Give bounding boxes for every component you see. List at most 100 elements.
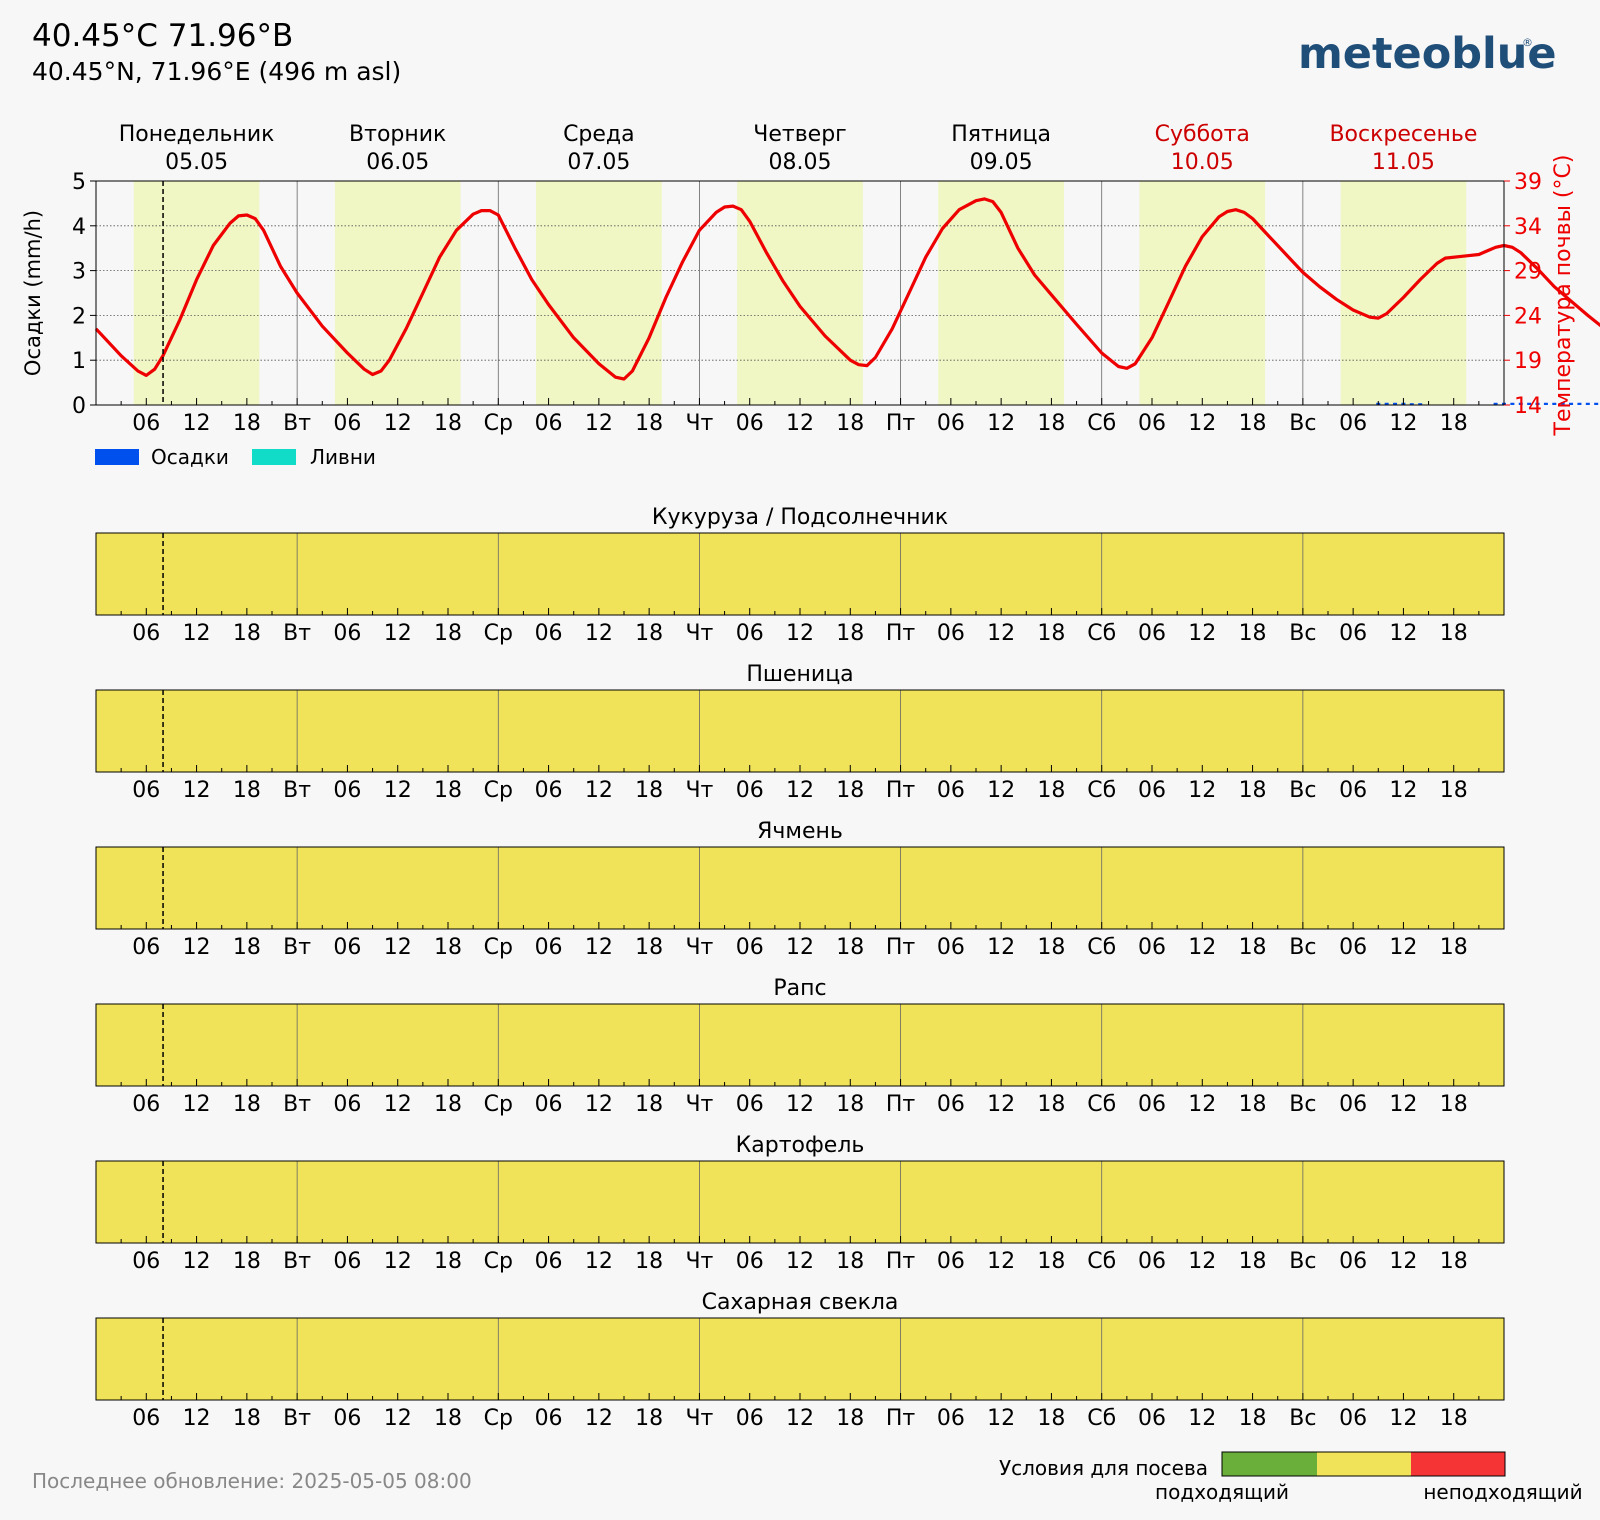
precip-bar: [1577, 402, 1582, 405]
crop-x-tick-label: 18: [1440, 935, 1468, 960]
crop-x-tick-label: 06: [937, 778, 965, 803]
crop-x-tick-label: 18: [836, 778, 864, 803]
crop-x-tick-label: Ср: [484, 1249, 513, 1274]
crop-x-tick-label: Ср: [484, 778, 513, 803]
crop-x-tick-label: 18: [1239, 935, 1267, 960]
crop-panel: Картофель 06 12 18 Вт 06 12 18 Ср 06 12 18 Чт 06 12 18 П…: [95, 1133, 1505, 1274]
crop-x-tick-label: 06: [937, 1249, 965, 1274]
day-date-label: 08.05: [769, 150, 832, 175]
left-tick-label: 1: [72, 349, 86, 374]
crop-title: Ячмень: [757, 819, 843, 844]
crop-x-tick-label: 18: [1440, 1249, 1468, 1274]
top-chart-x-tick-label: 18: [1037, 411, 1065, 436]
crop-x-tick-label: Сб: [1087, 778, 1116, 803]
top-chart-x-tick-label: 06: [535, 411, 563, 436]
crop-x-tick-label: 06: [1138, 621, 1166, 646]
condition-segment: [96, 533, 1504, 615]
precip-bar: [1594, 402, 1599, 405]
crop-x-tick-label: 12: [786, 935, 814, 960]
crop-x-tick-label: Сб: [1087, 935, 1116, 960]
crop-x-tick-label: 18: [434, 935, 462, 960]
crop-x-tick-label: 12: [384, 621, 412, 646]
crop-x-tick-label: 18: [1037, 621, 1065, 646]
condition-segment: [96, 1004, 1504, 1086]
crop-x-tick-label: 12: [1188, 935, 1216, 960]
condition-segment: [96, 847, 1504, 929]
precip-bar: [1560, 402, 1565, 405]
crop-x-tick-label: 06: [132, 621, 160, 646]
crop-x-tick-label: 12: [585, 621, 613, 646]
daylight-band: [938, 181, 1064, 405]
top-chart-x-tick-label: 12: [786, 411, 814, 436]
crop-x-tick-label: 06: [1138, 935, 1166, 960]
top-chart-x-tick-label: Чт: [685, 411, 713, 436]
crop-x-tick-label: 06: [535, 935, 563, 960]
daylight-band: [737, 181, 863, 405]
top-chart-x-tick-label: Вс: [1289, 411, 1316, 436]
crop-title: Картофель: [736, 1133, 865, 1158]
crop-x-tick-label: Вс: [1289, 621, 1316, 646]
crop-x-tick-label: Сб: [1087, 1092, 1116, 1117]
top-chart-x-tick-label: 18: [836, 411, 864, 436]
top-chart-x-tick-label: 18: [434, 411, 462, 436]
crop-x-tick-label: 06: [736, 778, 764, 803]
crop-x-tick-label: 12: [987, 935, 1015, 960]
crop-x-tick-label: Пт: [886, 1249, 916, 1274]
crop-x-tick-label: 12: [1389, 621, 1417, 646]
meteoblue-logo[interactable]: meteoblue: [1298, 29, 1557, 79]
crop-x-tick-label: 12: [183, 1249, 211, 1274]
crop-x-tick-label: 06: [333, 1249, 361, 1274]
crop-x-tick-label: 12: [1188, 1406, 1216, 1431]
daylight-band: [1340, 181, 1467, 405]
crop-x-tick-label: 12: [585, 1092, 613, 1117]
top-chart-x-tick-label: 06: [333, 411, 361, 436]
crop-x-tick-label: 06: [132, 1249, 160, 1274]
crop-x-tick-label: 06: [736, 621, 764, 646]
crop-x-tick-label: 18: [1239, 778, 1267, 803]
top-chart-x-tick-label: 18: [1440, 411, 1468, 436]
top-chart-x-tick-label: 18: [635, 411, 663, 436]
crop-x-tick-label: 06: [132, 1092, 160, 1117]
crop-x-tick-label: 12: [183, 1406, 211, 1431]
crop-x-tick-label: 18: [1440, 1406, 1468, 1431]
showers-legend-label: Ливни: [310, 445, 376, 469]
sowing-legend-title: Условия для посева: [999, 1456, 1208, 1480]
right-tick-label: 39: [1514, 170, 1542, 195]
precip-bar: [1535, 402, 1540, 405]
crop-x-tick-label: 18: [1440, 1092, 1468, 1117]
crop-x-tick-label: 12: [987, 778, 1015, 803]
crop-x-tick-label: Вт: [283, 935, 311, 960]
crop-x-tick-label: 12: [183, 1092, 211, 1117]
crop-x-tick-label: 12: [786, 1406, 814, 1431]
crop-x-tick-label: 12: [987, 1249, 1015, 1274]
right-tick-label: 14: [1514, 394, 1542, 419]
day-name-label: Суббота: [1155, 122, 1250, 147]
crop-x-tick-label: 12: [384, 935, 412, 960]
precip-bar: [1569, 402, 1574, 405]
precip-bar: [1393, 402, 1398, 405]
crop-x-tick-label: Сб: [1087, 1249, 1116, 1274]
crop-x-tick-label: 06: [132, 778, 160, 803]
crop-x-tick-label: 12: [786, 778, 814, 803]
precip-bar: [1493, 402, 1498, 405]
page-title: 40.45°C 71.96°B: [32, 18, 293, 54]
crop-x-tick-label: 12: [1389, 935, 1417, 960]
crop-x-tick-label: 06: [333, 621, 361, 646]
top-chart-x-tick-label: 06: [132, 411, 160, 436]
right-tick-label: 34: [1514, 215, 1542, 240]
top-chart-x-tick-label: 12: [1389, 411, 1417, 436]
crop-x-tick-label: Пт: [886, 1092, 916, 1117]
crop-x-tick-label: 12: [384, 1249, 412, 1274]
crop-x-tick-label: Чт: [685, 1406, 713, 1431]
crop-x-tick-label: 12: [987, 621, 1015, 646]
crop-x-tick-label: 18: [434, 778, 462, 803]
precip-legend-swatch: [95, 449, 139, 465]
crop-panel: Кукуруза / Подсолнечник 06 12 18 Вт 06 12 18 Ср 0…: [95, 505, 1505, 646]
crop-x-tick-label: Пт: [886, 778, 916, 803]
crop-x-tick-label: 18: [233, 935, 261, 960]
crop-x-tick-label: Сб: [1087, 621, 1116, 646]
crop-x-tick-label: 18: [1440, 621, 1468, 646]
top-chart-x-tick-label: 12: [183, 411, 211, 436]
crop-x-tick-label: 12: [987, 1406, 1015, 1431]
crop-x-tick-label: 06: [1138, 1249, 1166, 1274]
